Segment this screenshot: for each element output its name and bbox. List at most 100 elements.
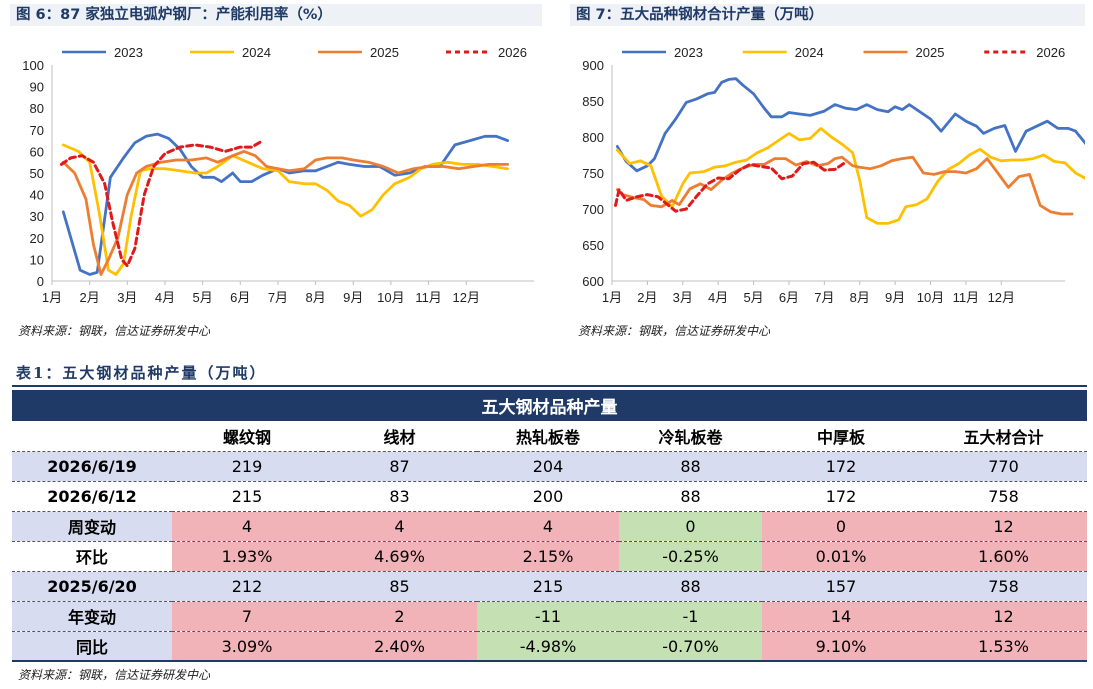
table-row: 2026/6/19 219 87 204 88 172 770 — [12, 451, 1088, 482]
table-cell: 0.01% — [762, 541, 920, 572]
y-tick-label: 600 — [582, 274, 604, 289]
table-cell: 200 — [477, 481, 619, 512]
column-header: 螺纹钢 — [172, 421, 322, 452]
x-tick-label: 6月 — [779, 290, 799, 305]
table-cell: 3.09% — [172, 631, 322, 662]
row-label: 2025/6/20 — [12, 571, 172, 602]
table-cell: 9.10% — [762, 631, 920, 662]
table-row: 年变动 7 2 -11 -1 14 12 — [12, 601, 1088, 632]
chart-capacity-utilization: 2023 2024 2025 2026 0 10 20 30 40 50 60 70 80 90 100 1月… — [10, 28, 544, 318]
table-cell: 212 — [172, 571, 322, 602]
figure-7-title: 图 7：五大品种钢材合计产量（万吨） — [570, 4, 1085, 26]
table-cell: 758 — [920, 481, 1088, 512]
x-tick-label: 10月 — [917, 290, 944, 305]
y-tick-label: 0 — [37, 274, 44, 289]
table-row: 周变动 4 4 4 0 0 12 — [12, 511, 1088, 542]
y-tick-label: 100 — [22, 58, 44, 73]
steel-output-table: 五大钢材品种产量 螺纹钢 线材 热轧板卷 冷轧板卷 中厚板 五大材合计 2026… — [12, 390, 1088, 662]
row-label: 年变动 — [12, 601, 172, 632]
table-cell: 14 — [762, 601, 920, 632]
table-cell: 2.15% — [477, 541, 619, 572]
table-bottom-rule — [12, 660, 1087, 662]
legend-label: 2026 — [1036, 45, 1065, 60]
table-cell: 2 — [322, 601, 477, 632]
table-header-title: 五大钢材品种产量 — [12, 390, 1088, 421]
row-label: 2026/6/12 — [12, 481, 172, 512]
table-row: 环比 1.93% 4.69% 2.15% -0.25% 0.01% 1.60% — [12, 541, 1088, 572]
table-cell: 172 — [762, 451, 920, 482]
figure-6-title: 图 6：87 家独立电弧炉钢厂：产能利用率（%） — [10, 4, 542, 26]
chart-legend: 2023 2024 2025 2026 — [622, 45, 1065, 60]
column-header: 热轧板卷 — [477, 421, 619, 452]
table-column-headers: 螺纹钢 线材 热轧板卷 冷轧板卷 中厚板 五大材合计 — [12, 421, 1088, 452]
row-label: 周变动 — [12, 511, 172, 542]
table-cell: 88 — [619, 481, 762, 512]
x-tick-label: 10月 — [377, 290, 404, 305]
chart-five-steel-output: 2023 2024 2025 2026 600 650 700 750 800 850 900 1月 2… — [570, 28, 1085, 318]
table-source: 资料来源：钢联，信达证券研发中心 — [18, 668, 211, 682]
table-cell: 1.53% — [920, 631, 1088, 662]
legend-label: 2024 — [242, 45, 271, 60]
table-cell: 12 — [920, 511, 1088, 542]
table-cell: -11 — [477, 601, 619, 632]
table-cell: 7 — [172, 601, 322, 632]
table-cell: 85 — [322, 571, 477, 602]
table-row: 同比 3.09% 2.40% -4.98% -0.70% 9.10% 1.53% — [12, 631, 1088, 662]
y-tick-label: 900 — [582, 58, 604, 73]
x-tick-label: 1月 — [42, 290, 62, 305]
table-cell: -1 — [619, 601, 762, 632]
legend-label: 2025 — [370, 45, 399, 60]
y-tick-label: 80 — [30, 101, 44, 116]
legend-label: 2024 — [795, 45, 824, 60]
legend-label: 2026 — [498, 45, 527, 60]
column-header: 中厚板 — [762, 421, 920, 452]
y-tick-label: 50 — [30, 166, 44, 181]
table-cell: 4.69% — [322, 541, 477, 572]
column-header: 五大材合计 — [920, 421, 1088, 452]
table-caption: 表1：五大钢材品种产量（万吨） — [16, 364, 267, 382]
series-line-2023 — [615, 77, 1085, 173]
table-cell: 172 — [762, 481, 920, 512]
table-cell: -0.70% — [619, 631, 762, 662]
y-tick-label: 650 — [582, 238, 604, 253]
x-tick-label: 3月 — [117, 290, 137, 305]
x-tick-label: 4月 — [155, 290, 175, 305]
x-tick-label: 8月 — [850, 290, 870, 305]
y-tick-label: 800 — [582, 130, 604, 145]
table-cell: -0.25% — [619, 541, 762, 572]
series-line-2024 — [61, 143, 509, 276]
x-tick-label: 2月 — [80, 290, 100, 305]
y-tick-label: 750 — [582, 166, 604, 181]
table-cell: 88 — [619, 571, 762, 602]
y-tick-label: 700 — [582, 202, 604, 217]
x-tick-label: 6月 — [230, 290, 250, 305]
chart-legend: 2023 2024 2025 2026 — [62, 45, 527, 60]
table-cell: 4 — [322, 511, 477, 542]
series-line-2026 — [614, 160, 848, 213]
y-tick-label: 70 — [30, 123, 44, 138]
y-tick-label: 90 — [30, 80, 44, 95]
x-tick-label: 11月 — [953, 290, 980, 305]
table-cell: 157 — [762, 571, 920, 602]
legend-label: 2025 — [916, 45, 945, 60]
table-cell: 1.60% — [920, 541, 1088, 572]
row-label: 2026/6/19 — [12, 451, 172, 482]
column-header: 线材 — [322, 421, 477, 452]
table-row: 2026/6/12 215 83 200 88 172 758 — [12, 481, 1088, 512]
x-tick-label: 12月 — [452, 290, 479, 305]
x-tick-label: 12月 — [988, 290, 1015, 305]
figure-7-source: 资料来源：钢联，信达证券研发中心 — [578, 324, 771, 338]
series-line-2025 — [615, 155, 1074, 216]
y-tick-label: 60 — [30, 144, 44, 159]
table-cell: 770 — [920, 451, 1088, 482]
x-tick-label: 5月 — [743, 290, 763, 305]
table-top-rule — [12, 385, 1087, 387]
table-cell: 4 — [477, 511, 619, 542]
row-label: 环比 — [12, 541, 172, 572]
x-tick-label: 1月 — [602, 290, 622, 305]
chart-6-svg: 2023 2024 2025 2026 0 10 20 30 40 50 60 70 80 90 100 1月… — [22, 45, 534, 305]
table-cell: 219 — [172, 451, 322, 482]
row-label: 同比 — [12, 631, 172, 662]
column-header: 冷轧板卷 — [619, 421, 762, 452]
table-cell: 4 — [172, 511, 322, 542]
